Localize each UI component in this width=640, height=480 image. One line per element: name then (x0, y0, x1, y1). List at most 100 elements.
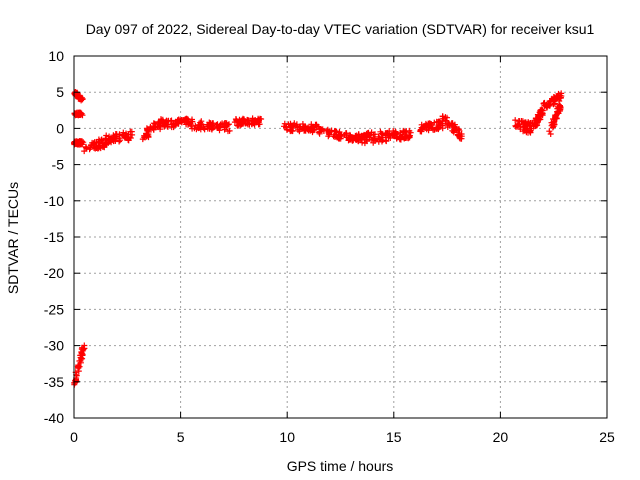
data-point (196, 121, 203, 128)
data-point (512, 117, 519, 124)
data-point (439, 125, 446, 132)
y-tick-label: -25 (44, 301, 64, 317)
data-point (112, 133, 119, 140)
data-point (209, 122, 216, 129)
data-point (397, 133, 404, 140)
data-point (552, 112, 559, 119)
data-point (81, 148, 88, 155)
data-point (418, 128, 425, 135)
data-point (319, 126, 326, 133)
data-point (316, 129, 323, 136)
y-tick-label: -10 (44, 193, 64, 209)
x-tick-label: 25 (599, 429, 615, 445)
data-point (346, 136, 353, 143)
data-point (95, 136, 102, 143)
data-point (170, 121, 177, 128)
data-point (516, 118, 523, 125)
data-point (386, 133, 393, 140)
data-point (248, 121, 255, 128)
data-point (551, 120, 558, 127)
data-point (77, 111, 84, 118)
data-point (543, 103, 550, 110)
data-point (73, 372, 80, 379)
data-point (370, 139, 377, 146)
x-tick-label: 0 (70, 429, 78, 445)
data-point (103, 132, 110, 139)
chart-title: Day 097 of 2022, Sidereal Day-to-day VTE… (86, 21, 595, 37)
data-point (444, 122, 451, 129)
data-point (91, 142, 98, 149)
data-point (221, 124, 228, 131)
data-point (158, 117, 165, 124)
data-point (74, 141, 81, 148)
data-points (71, 89, 565, 388)
data-point (308, 124, 315, 131)
data-point (127, 128, 134, 135)
data-point (537, 108, 544, 115)
x-tick-label: 5 (177, 429, 185, 445)
data-point (123, 131, 130, 138)
y-axis-label: SDTVAR / TECUs (5, 182, 21, 294)
x-tick-label: 20 (493, 429, 509, 445)
data-point (386, 128, 393, 135)
data-point (101, 144, 108, 151)
data-point (354, 136, 361, 143)
data-point (79, 346, 86, 353)
data-point (426, 123, 433, 130)
data-point (148, 125, 155, 132)
data-point (77, 359, 84, 366)
y-tick-label: -20 (44, 265, 64, 281)
data-point (108, 139, 115, 146)
data-point (156, 122, 163, 129)
data-point (284, 126, 291, 133)
data-point (527, 125, 534, 132)
data-point (533, 119, 540, 126)
data-point (555, 110, 562, 117)
data-point (383, 138, 390, 145)
data-point (521, 127, 528, 134)
data-point (422, 120, 429, 127)
data-point (80, 139, 87, 146)
data-point (517, 126, 524, 133)
data-point (226, 127, 233, 134)
ticks: 10 5 0 -5 -10 -15 -20 -25 -30 -35 -40 0 5 10 15 20 25 (44, 48, 615, 445)
data-point (152, 121, 159, 128)
data-point (293, 122, 300, 129)
data-point (370, 131, 377, 138)
data-point (239, 120, 246, 126)
data-point (417, 127, 424, 134)
y-tick-label: -40 (44, 410, 64, 426)
data-point (355, 131, 362, 138)
data-point (162, 119, 169, 126)
data-point (83, 143, 89, 150)
x-tick-label: 15 (386, 429, 402, 445)
data-point (256, 117, 262, 124)
data-point (536, 112, 542, 119)
data-point (425, 127, 432, 134)
y-tick-label: -15 (44, 229, 64, 245)
data-point (86, 146, 93, 153)
data-point (77, 96, 84, 102)
data-point (361, 140, 368, 147)
data-point (185, 116, 192, 123)
grid (74, 56, 607, 418)
data-point (192, 122, 199, 129)
data-point (435, 124, 442, 131)
data-point (550, 98, 557, 105)
data-point (554, 94, 561, 101)
y-tick-label: 0 (56, 120, 64, 136)
data-point (343, 130, 350, 137)
data-point (92, 145, 99, 152)
data-point (455, 131, 461, 138)
y-tick-label: -5 (52, 157, 65, 173)
data-point (448, 120, 455, 127)
data-point (363, 136, 370, 143)
data-point (78, 352, 84, 359)
data-point (402, 129, 409, 136)
data-point (205, 123, 212, 130)
data-point (403, 128, 410, 135)
data-point (174, 120, 181, 127)
y-tick-label: -30 (44, 338, 64, 354)
data-point (442, 114, 449, 121)
